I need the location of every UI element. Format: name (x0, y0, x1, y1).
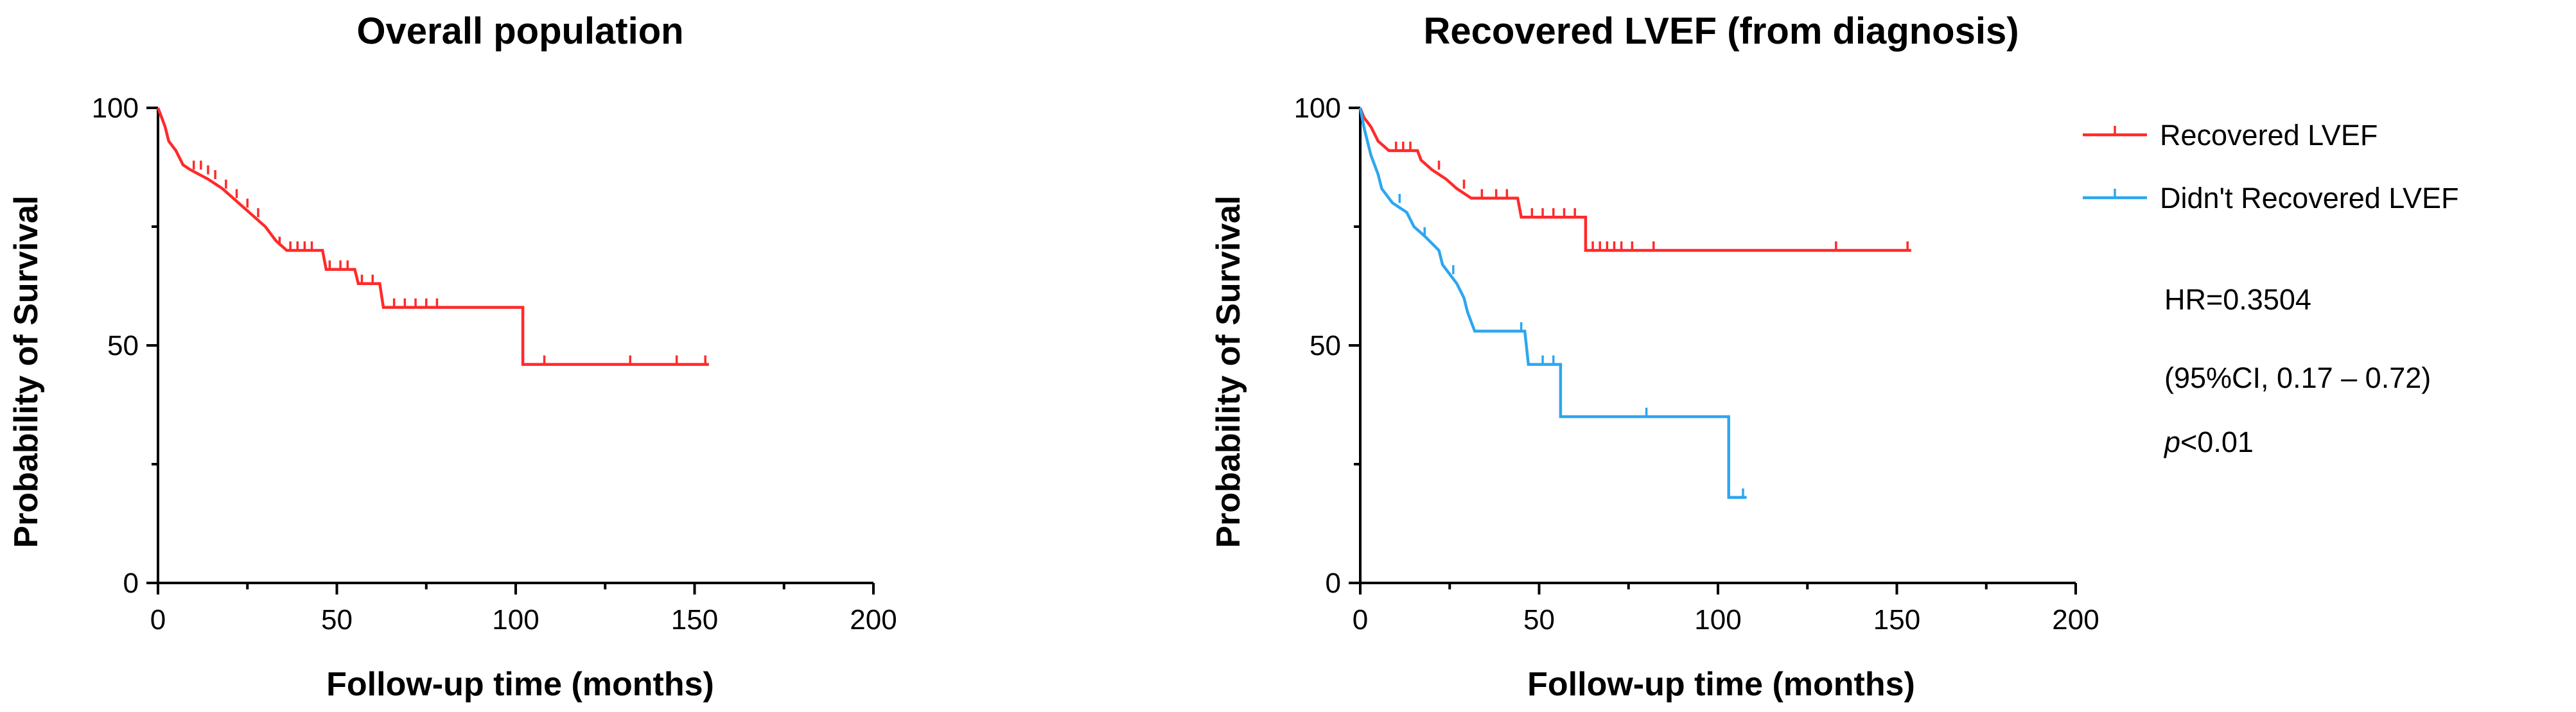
x-tick-label: 100 (492, 604, 539, 636)
y-axis-label: Probability of Survival (8, 195, 45, 548)
chart-recovered-lvef: Recovered LVEF (from diagnosis) Follow-u… (1210, 10, 2458, 703)
y-axis-label: Probability of Survival (1210, 195, 1247, 548)
plot-area (156, 107, 709, 366)
y-tick-label: 100 (92, 92, 139, 124)
axes: 0 50 100 150 200 0 50 100 (1294, 92, 2099, 636)
x-tick-label: 200 (2052, 604, 2099, 636)
axes: 0 50 100 150 200 0 50 100 (92, 92, 897, 636)
series-line-1 (1358, 107, 1747, 499)
x-axis-label: Follow-up time (months) (326, 666, 714, 703)
chart-title: Overall population (356, 10, 683, 52)
x-tick-label: 50 (321, 604, 353, 636)
p-value: p<0.01 (2163, 426, 2254, 458)
series-line-0 (156, 107, 709, 366)
x-tick-label: 150 (1873, 604, 1920, 636)
x-tick-label: 50 (1523, 604, 1555, 636)
plot-area (1358, 107, 1911, 499)
confidence-interval: (95%CI, 0.17 – 0.72) (2164, 361, 2431, 394)
y-tick-label: 50 (107, 330, 139, 361)
x-tick-label: 200 (850, 604, 897, 636)
y-tick-label: 0 (1326, 568, 1341, 599)
legend-label-recovered: Recovered LVEF (2160, 119, 2378, 152)
series-line-0 (1358, 107, 1911, 252)
p-symbol: p (2163, 426, 2180, 458)
y-tick-label: 50 (1310, 330, 1341, 361)
legend-label-not-recovered: Didn't Recovered LVEF (2160, 182, 2458, 214)
chart-title: Recovered LVEF (from diagnosis) (1423, 10, 2019, 52)
x-axis-label: Follow-up time (months) (1527, 666, 1915, 703)
x-tick-label: 150 (671, 604, 718, 636)
hazard-ratio: HR=0.3504 (2164, 283, 2311, 316)
chart-overall-population: Overall population Follow-up time (month… (8, 10, 897, 703)
p-value-text: <0.01 (2180, 426, 2254, 458)
x-tick-label: 0 (1353, 604, 1368, 636)
y-tick-label: 0 (123, 568, 139, 599)
statistics-annotation: HR=0.3504 (95%CI, 0.17 – 0.72) p<0.01 (2163, 283, 2431, 458)
y-tick-label: 100 (1294, 92, 1341, 124)
x-tick-label: 100 (1694, 604, 1741, 636)
x-tick-label: 0 (150, 604, 166, 636)
legend: Recovered LVEF Didn't Recovered LVEF (2083, 119, 2458, 214)
